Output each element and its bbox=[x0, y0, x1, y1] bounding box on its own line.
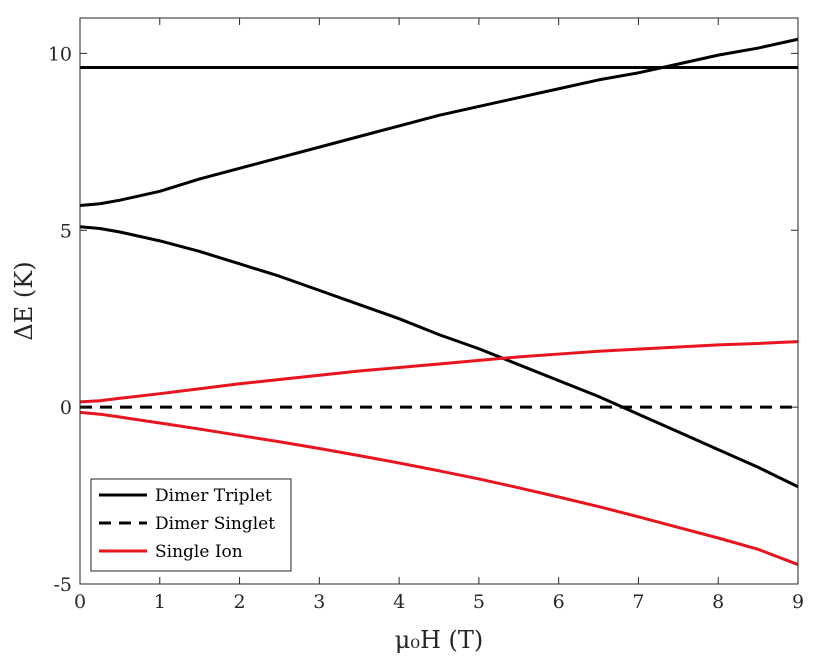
series-layer bbox=[79, 37, 799, 566]
legend: Dimer Triplet Dimer Singlet Single Ion bbox=[90, 478, 292, 572]
x-axis-label: μ₀H (T) bbox=[395, 626, 484, 654]
y-tick-label: 5 bbox=[60, 220, 72, 242]
legend-label: Dimer Singlet bbox=[155, 514, 275, 534]
dimer-triplet-line-2 bbox=[79, 37, 799, 207]
x-tick-label: 6 bbox=[553, 591, 565, 613]
x-tick-label: 4 bbox=[393, 591, 405, 613]
axes-layer bbox=[79, 17, 799, 585]
x-tick-label: 2 bbox=[234, 591, 246, 613]
legend-label: Single Ion bbox=[155, 542, 243, 562]
x-tick-label: 9 bbox=[792, 591, 804, 613]
x-tick-label: 5 bbox=[473, 591, 485, 613]
plot-frame bbox=[79, 17, 799, 585]
y-tick-label: 10 bbox=[48, 43, 72, 65]
x-tick-label: 3 bbox=[313, 591, 325, 613]
single-ion-line-5 bbox=[79, 340, 799, 404]
x-tick-label: 8 bbox=[712, 591, 724, 613]
legend-label: Dimer Triplet bbox=[155, 486, 272, 506]
y-axis-label: ΔE (K) bbox=[10, 261, 38, 340]
y-tick-label: -5 bbox=[53, 574, 72, 596]
dimer-triplet-line-3 bbox=[79, 225, 799, 489]
single-ion-line-6 bbox=[79, 410, 799, 566]
x-tick-label: 0 bbox=[74, 591, 86, 613]
y-tick-label: 0 bbox=[60, 397, 72, 419]
x-tick-label: 1 bbox=[154, 591, 166, 613]
x-tick-label: 7 bbox=[632, 591, 644, 613]
